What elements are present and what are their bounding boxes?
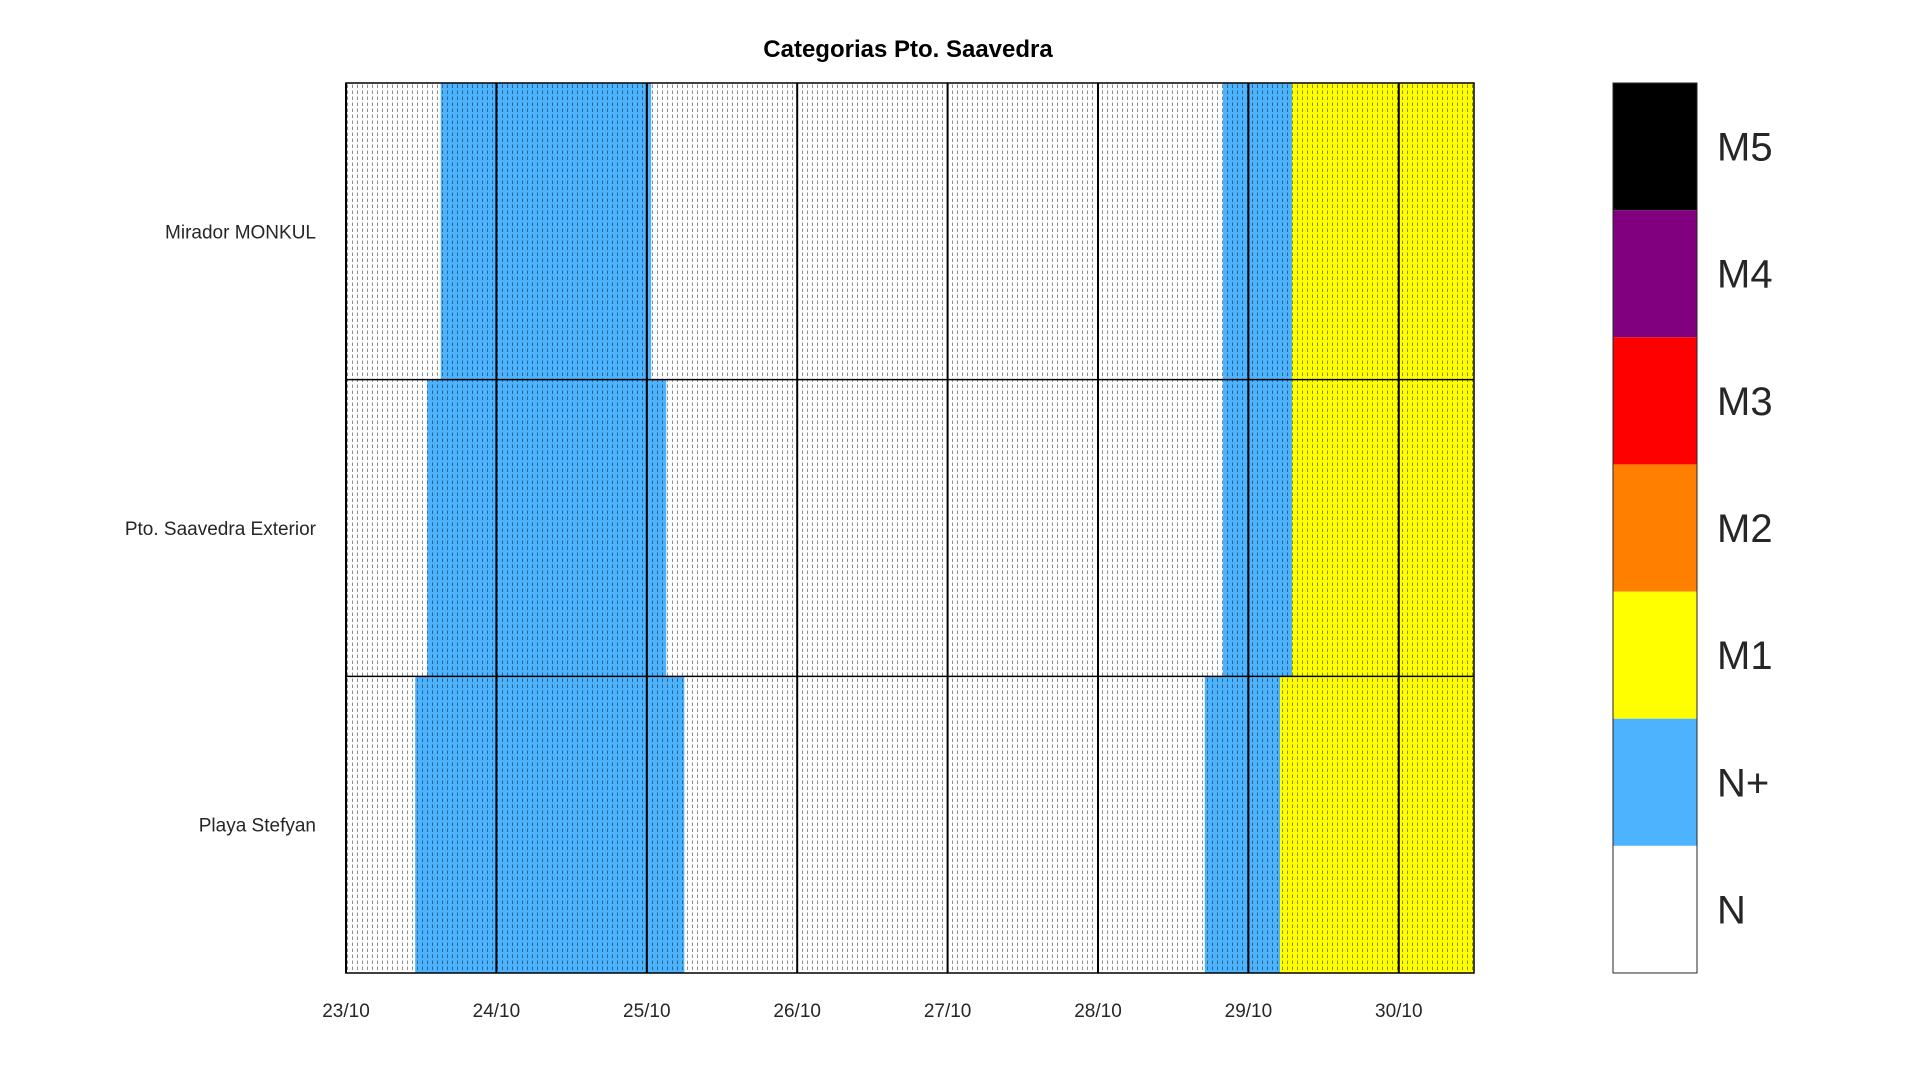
colorbar-swatch-M3 (1613, 337, 1697, 465)
colorbar-label: M3 (1717, 380, 1773, 424)
row-labels: Mirador MONKUL Pto. Saavedra Exterior Play… (125, 222, 317, 836)
colorbar-swatch-M5 (1613, 83, 1697, 211)
colorbar-label: M4 (1717, 253, 1773, 297)
colorbar-border (1612, 82, 1698, 974)
colorbar-label: M2 (1717, 507, 1773, 551)
row-label: Mirador MONKUL (165, 222, 316, 243)
x-tick-label: 28/10 (1074, 1001, 1122, 1022)
colorbar-label: M5 (1717, 126, 1773, 170)
row-label: Pto. Saavedra Exterior (125, 519, 317, 540)
x-tick-label: 26/10 (773, 1001, 821, 1022)
colorbar-label: N+ (1717, 761, 1769, 805)
x-tick-label: 30/10 (1375, 1001, 1423, 1022)
colorbar-label: M1 (1717, 634, 1773, 678)
chart-title: Categorias Pto. Saavedra (763, 36, 1053, 63)
x-tick-label: 24/10 (473, 1001, 521, 1022)
x-tick-label: 27/10 (924, 1001, 972, 1022)
x-tick-label: 23/10 (322, 1001, 370, 1022)
colorbar: M5 M4 M3 M2 M1 N+ N (1612, 82, 1773, 974)
hatch-overlay (346, 83, 1474, 973)
plot-border (345, 82, 1475, 974)
colorbar-swatch-N+ (1613, 718, 1697, 846)
x-tick-label: 25/10 (623, 1001, 671, 1022)
colorbar-label: N (1717, 888, 1746, 932)
colorbar-swatch-N (1613, 845, 1697, 973)
colorbar-swatch-M1 (1613, 591, 1697, 719)
x-axis-ticks: 23/10 24/10 25/10 26/10 27/10 28/10 29/10 30/10 (322, 1001, 1422, 1022)
x-tick-label: 29/10 (1225, 1001, 1273, 1022)
colorbar-swatch-M2 (1613, 464, 1697, 592)
colorbar-swatch-M4 (1613, 210, 1697, 338)
plot-area (345, 82, 1475, 974)
row-label: Playa Stefyan (199, 816, 316, 837)
